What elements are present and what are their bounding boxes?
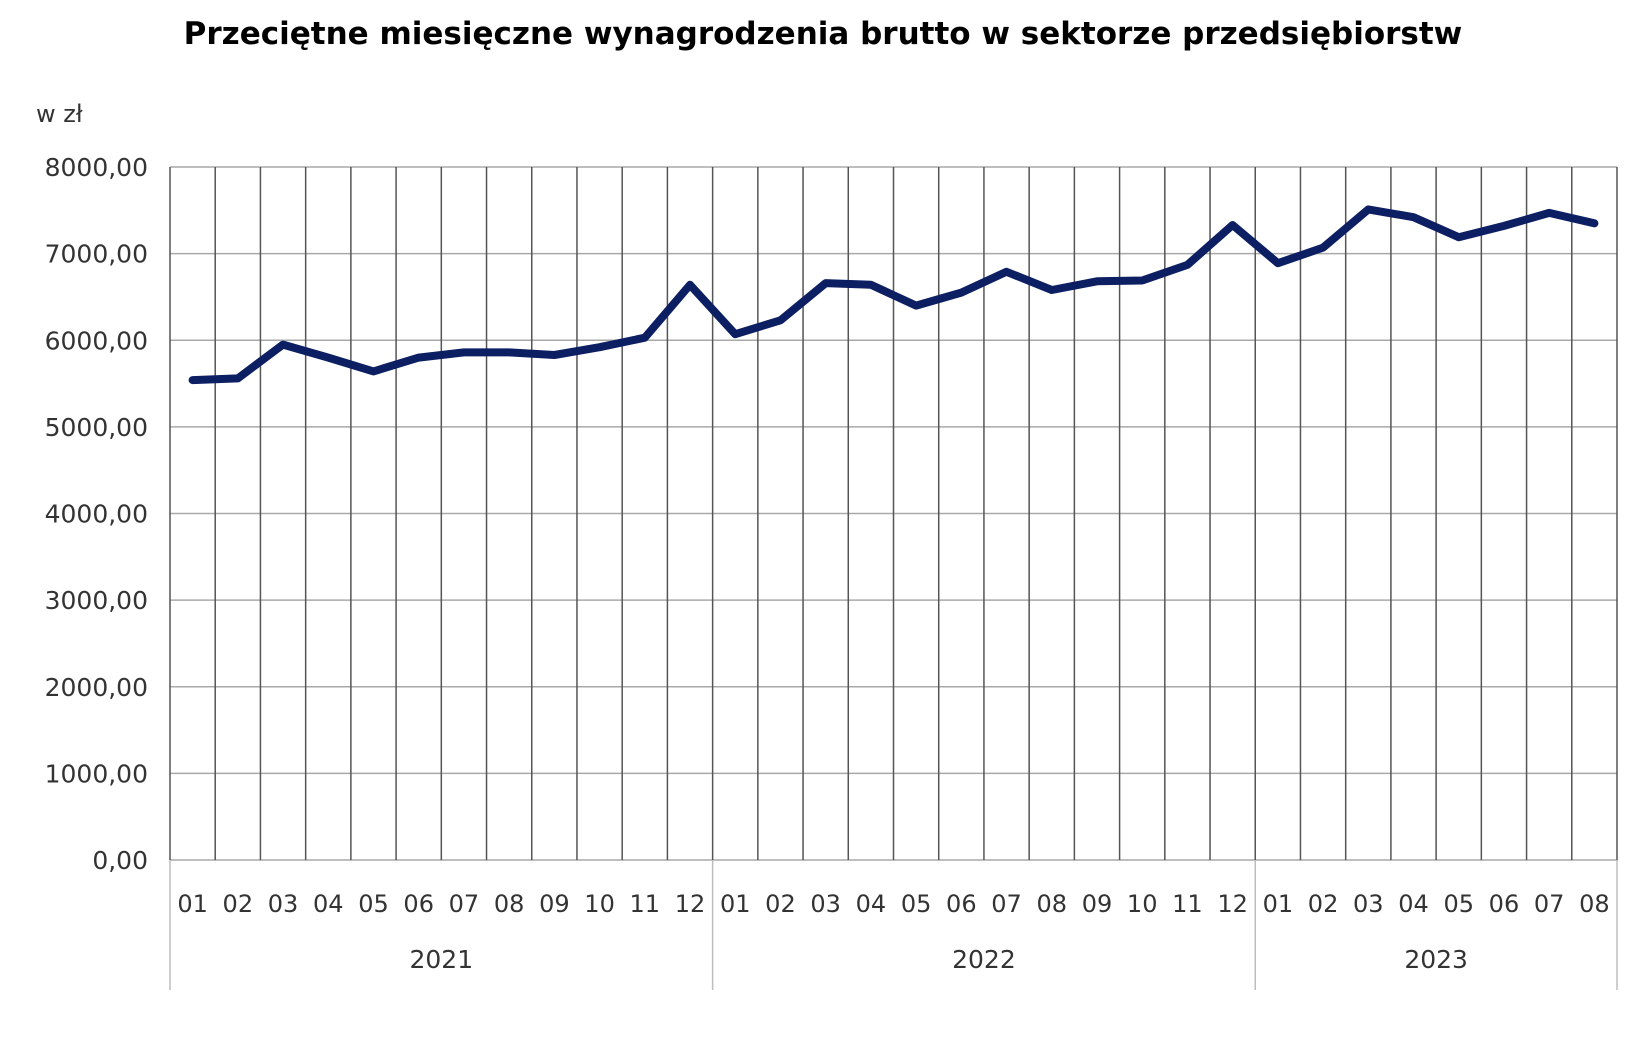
data-point	[1457, 235, 1461, 239]
x-tick-label-month: 01	[177, 890, 208, 918]
data-point	[1412, 215, 1416, 219]
x-tick-label-month: 02	[765, 890, 796, 918]
x-tick-label-month: 10	[584, 890, 615, 918]
data-point	[643, 336, 647, 340]
x-tick-label-month: 08	[494, 890, 525, 918]
series-line	[188, 205, 1599, 385]
y-axis-tick-labels: 0,00 1000,00 2000,00 3000,00 4000,00 5000,00 6…	[45, 153, 148, 875]
data-point	[733, 332, 737, 336]
data-point	[688, 283, 692, 287]
x-tick-label-month: 12	[675, 890, 706, 918]
data-point	[824, 281, 828, 285]
y-tick-label: 1000,00	[45, 759, 148, 788]
x-tick-label-month: 03	[810, 890, 841, 918]
x-tick-label-month: 02	[1308, 890, 1339, 918]
x-tick-label-month: 01	[1263, 890, 1294, 918]
x-tick-label-month: 06	[1489, 890, 1520, 918]
x-tick-label-year: 2021	[410, 945, 474, 974]
data-point	[1592, 221, 1596, 225]
x-tick-label-month: 03	[1353, 890, 1384, 918]
x-tick-label-month: 11	[630, 890, 661, 918]
data-point	[1276, 261, 1280, 265]
y-tick-label: 6000,00	[45, 326, 148, 355]
data-point	[1321, 246, 1325, 250]
x-tick-label-month: 07	[991, 890, 1022, 918]
data-point	[914, 304, 918, 308]
data-point	[1050, 288, 1054, 292]
data-point	[778, 318, 782, 322]
y-tick-label: 7000,00	[45, 240, 148, 269]
x-tick-label-month: 11	[1172, 890, 1203, 918]
x-tick-label-month: 04	[856, 890, 887, 918]
x-tick-label-month: 02	[223, 890, 254, 918]
data-point	[191, 378, 195, 382]
data-point	[869, 283, 873, 287]
data-point	[281, 343, 285, 347]
x-tick-label-month: 04	[313, 890, 344, 918]
y-tick-label: 8000,00	[45, 153, 148, 182]
data-point	[1140, 278, 1144, 282]
data-point	[326, 356, 330, 360]
y-tick-label: 5000,00	[45, 413, 148, 442]
x-tick-label-month: 05	[1443, 890, 1474, 918]
data-point	[1005, 270, 1009, 274]
y-tick-label: 2000,00	[45, 673, 148, 702]
data-point	[1547, 211, 1551, 215]
chart-title: Przeciętne miesięczne wynagrodzenia brut…	[184, 16, 1463, 52]
data-point	[1502, 224, 1506, 228]
data-point	[1231, 223, 1235, 227]
data-point	[1185, 263, 1189, 267]
data-point	[417, 356, 421, 360]
y-axis-unit-label: w zł	[36, 100, 83, 128]
data-point	[598, 345, 602, 349]
x-tick-label-month: 03	[268, 890, 299, 918]
x-tick-label-month: 05	[358, 890, 389, 918]
x-tick-label-month: 12	[1217, 890, 1248, 918]
data-point	[371, 369, 375, 373]
x-tick-label-year: 2023	[1404, 945, 1468, 974]
x-tick-label-month: 04	[1398, 890, 1429, 918]
grid-lines	[169, 166, 1618, 861]
y-tick-label: 4000,00	[45, 500, 148, 529]
axes	[169, 860, 1618, 990]
x-tick-label-month: 07	[1534, 890, 1565, 918]
data-point	[236, 376, 240, 380]
x-tick-label-month: 06	[403, 890, 434, 918]
x-tick-label-month: 07	[449, 890, 480, 918]
series-layer	[188, 205, 1599, 385]
data-point	[1366, 207, 1370, 211]
x-tick-label-month: 08	[1036, 890, 1067, 918]
x-tick-label-year: 2022	[952, 945, 1016, 974]
y-tick-label: 3000,00	[45, 586, 148, 615]
x-tick-label-month: 01	[720, 890, 751, 918]
data-point	[959, 291, 963, 295]
x-tick-label-month: 09	[539, 890, 570, 918]
data-point	[462, 350, 466, 354]
data-point	[507, 350, 511, 354]
x-tick-label-month: 06	[946, 890, 977, 918]
x-tick-label-month: 05	[901, 890, 932, 918]
data-point	[552, 353, 556, 357]
x-tick-label-month: 09	[1082, 890, 1113, 918]
y-tick-label: 0,00	[92, 846, 148, 875]
data-point	[1095, 279, 1099, 283]
x-axis-tick-labels: 01 02 03 04 05 06 07 08 09 10 11 12 01 02 03 04 05 06 07 08…	[177, 890, 1609, 974]
x-tick-label-month: 10	[1127, 890, 1158, 918]
x-tick-label-month: 08	[1579, 890, 1610, 918]
